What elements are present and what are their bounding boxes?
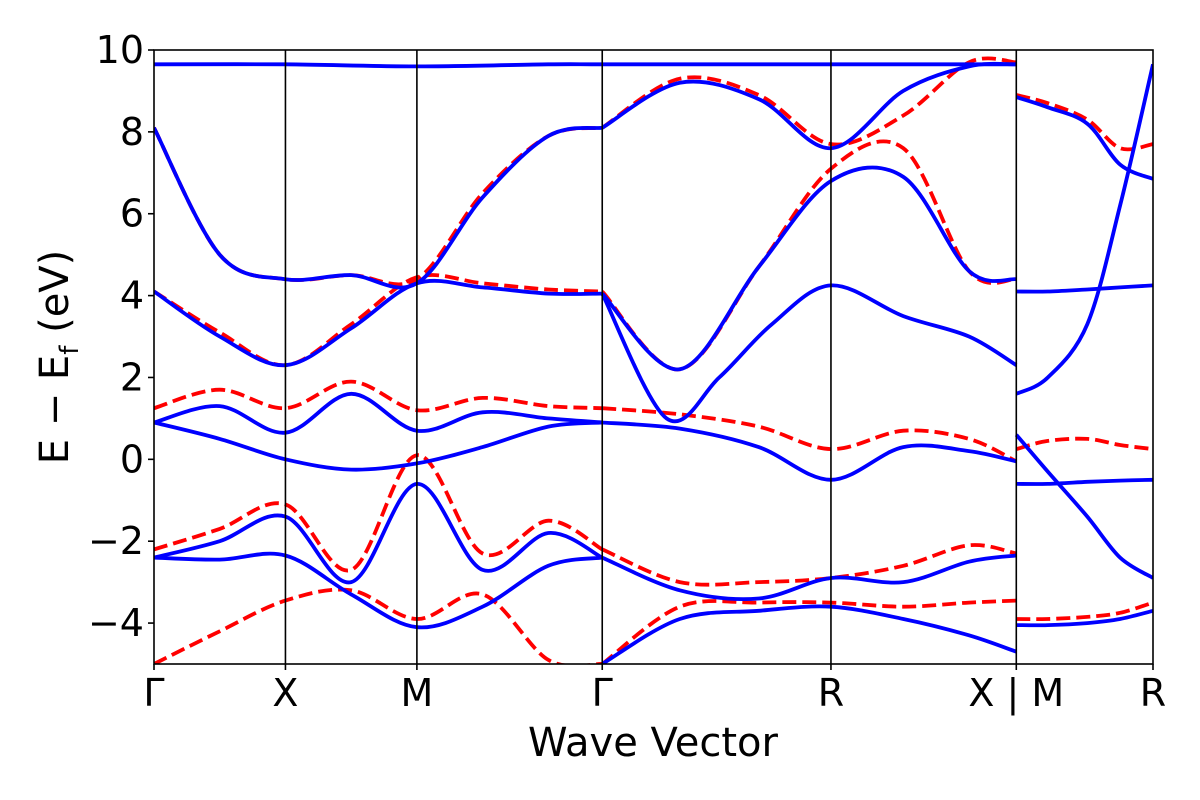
band-line-14	[600, 165, 1017, 372]
band-line-29	[1014, 433, 1153, 580]
x-axis-ticks: Γ X M Γ R X | M R	[143, 664, 1166, 716]
y-tick-label: 6	[120, 192, 144, 236]
band-line-27	[1015, 436, 1153, 451]
band-line-5	[154, 379, 603, 413]
y-axis-label-main: E − E	[32, 355, 78, 465]
band-line-10	[154, 551, 603, 630]
y-tick-label: 10	[96, 28, 144, 72]
band-line-28	[1016, 477, 1153, 486]
y-axis-label-unit: (eV)	[32, 250, 78, 346]
x-tick-label: R	[818, 671, 844, 715]
x-axis-label: Wave Vector	[528, 720, 779, 766]
y-tick-label: 0	[120, 437, 144, 481]
band-line-4	[154, 278, 603, 368]
band-line-6	[154, 391, 603, 435]
band-line-21	[601, 604, 1017, 664]
x-tick-label: M	[400, 671, 433, 715]
band-line-16	[600, 283, 1018, 423]
plot-frame	[153, 49, 1154, 665]
band-line-3	[154, 273, 603, 368]
x-tick-label: Γ	[143, 671, 164, 715]
y-axis-label-subscript: f	[55, 345, 85, 355]
band-line-18	[602, 420, 1017, 482]
y-tick-label: 8	[120, 110, 144, 154]
y-tick-label: −4	[88, 601, 144, 645]
x-tick-label: R	[1140, 671, 1166, 715]
band-line-0	[154, 125, 603, 287]
band-line-7	[154, 420, 603, 472]
y-tick-label: 2	[120, 355, 144, 399]
y-axis-label: E − Ef (eV)	[32, 250, 85, 465]
band-line-2	[154, 62, 1017, 69]
band-line-20	[601, 543, 1017, 587]
x-tick-label: X | M	[968, 671, 1064, 716]
x-tick-label: X	[272, 671, 298, 715]
band-line-31	[1016, 600, 1153, 622]
band-line-26	[1015, 63, 1153, 396]
band-series	[154, 56, 1153, 664]
band-line-22	[601, 598, 1017, 664]
band-line-11	[154, 587, 603, 664]
y-tick-label: 4	[120, 274, 144, 318]
band-line-9	[154, 482, 604, 585]
x-tick-label: Γ	[592, 671, 613, 715]
band-line-30	[1016, 608, 1153, 628]
band-line-25	[1016, 283, 1153, 294]
band-line-23	[1015, 95, 1153, 181]
y-tick-label: −2	[88, 519, 144, 563]
band-line-15	[600, 139, 1017, 372]
y-axis-ticks: −4 −2 0 2 4 6 8 10	[88, 28, 154, 645]
band-line-1	[154, 125, 603, 290]
band-line-8	[154, 453, 604, 573]
band-line-12	[601, 61, 1017, 151]
k-point-lines	[284, 50, 1018, 664]
band-line-24	[1015, 93, 1153, 152]
